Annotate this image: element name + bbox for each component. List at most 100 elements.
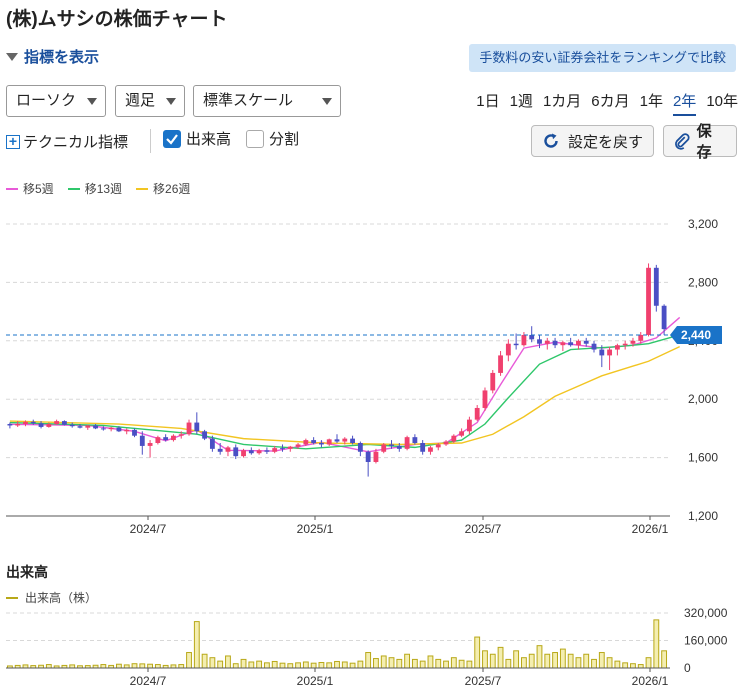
volume-legend: 出来高（株） bbox=[6, 589, 97, 606]
candle bbox=[490, 370, 496, 394]
save-button[interactable]: 保存 bbox=[663, 123, 737, 161]
volume-bar bbox=[139, 663, 146, 669]
indicator-toggle[interactable]: 指標を表示 bbox=[6, 46, 99, 67]
candle-body bbox=[428, 447, 433, 452]
refresh-icon bbox=[544, 133, 558, 148]
candle-body bbox=[303, 440, 309, 445]
volume-bar bbox=[637, 664, 644, 669]
broker-ranking-link[interactable]: 手数料の安い証券会社をランキングで比較 bbox=[469, 44, 736, 72]
candle-body bbox=[85, 425, 91, 428]
volume-bar bbox=[349, 662, 356, 669]
candle-body bbox=[552, 340, 558, 346]
candle bbox=[420, 440, 426, 455]
candle bbox=[466, 416, 472, 435]
candle-body bbox=[474, 407, 480, 420]
candle-body bbox=[459, 431, 465, 436]
volume-bar bbox=[505, 658, 512, 669]
period-tab-active[interactable]: 2年 bbox=[672, 90, 697, 116]
sma-legend: 移5週 移13週 移26週 bbox=[6, 180, 204, 197]
candle bbox=[560, 340, 566, 352]
period-tab[interactable]: 1年 bbox=[639, 93, 663, 110]
split-checkbox[interactable]: 分割 bbox=[246, 128, 299, 149]
sma-line bbox=[9, 346, 680, 446]
y-tick-label: 1,200 bbox=[688, 509, 718, 523]
volume-bar bbox=[661, 650, 668, 669]
candle-body bbox=[466, 419, 472, 432]
volume-bar bbox=[575, 657, 582, 669]
candle-body bbox=[435, 444, 441, 448]
candle-body bbox=[100, 428, 106, 430]
period-tab[interactable]: 1カ月 bbox=[542, 93, 582, 110]
y-tick-label: 1,600 bbox=[688, 451, 718, 465]
candle bbox=[459, 428, 465, 438]
volume-checkbox[interactable]: 出来高 bbox=[163, 128, 231, 149]
candle-body bbox=[614, 345, 620, 350]
candle bbox=[630, 337, 636, 347]
volume-bar bbox=[513, 650, 520, 669]
candle bbox=[357, 441, 363, 457]
candle bbox=[599, 345, 605, 368]
candle bbox=[132, 428, 137, 438]
chart-type-value: ローソク bbox=[16, 92, 77, 109]
candle bbox=[61, 420, 67, 426]
candle bbox=[155, 435, 161, 445]
candle-body bbox=[171, 435, 176, 441]
volume-bar bbox=[653, 619, 660, 669]
volume-bar bbox=[622, 662, 629, 669]
period-tab[interactable]: 1週 bbox=[509, 93, 533, 110]
volume-bar bbox=[388, 657, 395, 669]
candle bbox=[591, 340, 597, 353]
x-tick-label: 2025/1 bbox=[297, 522, 334, 536]
candle-body bbox=[591, 343, 597, 350]
reset-settings-button[interactable]: 設定を戻す bbox=[531, 125, 654, 157]
candle bbox=[513, 333, 519, 350]
candle bbox=[280, 444, 285, 452]
candle-body bbox=[256, 450, 262, 454]
volume-bar bbox=[489, 653, 496, 669]
period-tab[interactable]: 6カ月 bbox=[591, 93, 630, 110]
period-tab[interactable]: 10年 bbox=[706, 93, 738, 110]
candle-body bbox=[61, 421, 67, 425]
candle-body bbox=[443, 441, 449, 445]
volume-bar bbox=[528, 653, 535, 669]
chart-type-select[interactable]: ローソク bbox=[6, 85, 106, 117]
candle-body bbox=[482, 390, 488, 408]
volume-bar bbox=[536, 645, 543, 669]
paperclip-icon bbox=[675, 133, 690, 150]
candle-body bbox=[342, 438, 348, 442]
scale-select[interactable]: 標準スケール bbox=[193, 85, 341, 117]
volume-bar bbox=[232, 663, 239, 669]
y-tick-label: 2,800 bbox=[688, 275, 718, 289]
y-tick-label: 160,000 bbox=[684, 634, 728, 648]
candle-body bbox=[646, 267, 651, 335]
legend-item: 移13週 bbox=[67, 180, 122, 197]
volume-bar bbox=[154, 664, 161, 669]
candle-body bbox=[560, 342, 566, 346]
frequency-select[interactable]: 週足 bbox=[115, 85, 185, 117]
candle bbox=[544, 337, 550, 350]
period-tab[interactable]: 1日 bbox=[476, 93, 500, 110]
candle bbox=[505, 339, 511, 362]
candle bbox=[396, 443, 402, 452]
indicator-toggle-label: 指標を表示 bbox=[24, 49, 100, 66]
legend-label: 移26週 bbox=[153, 182, 191, 196]
divider bbox=[150, 129, 151, 153]
volume-bar bbox=[357, 660, 364, 669]
legend-swatch bbox=[67, 187, 80, 190]
candle bbox=[202, 429, 208, 441]
volume-bar bbox=[606, 657, 613, 669]
technical-indicator-button[interactable]: + テクニカル指標 bbox=[6, 131, 128, 152]
candle-body bbox=[23, 421, 28, 425]
candle-body bbox=[209, 438, 215, 449]
price-x-axis: 2024/7 2025/1 2025/7 2026/1 bbox=[130, 516, 669, 536]
candle-body bbox=[155, 437, 161, 443]
volume-bar bbox=[201, 653, 208, 669]
candle-body bbox=[334, 439, 340, 442]
candle bbox=[7, 422, 13, 429]
volume-bar bbox=[630, 663, 636, 669]
candle bbox=[248, 447, 254, 455]
volume-bar bbox=[583, 653, 590, 669]
candle-body bbox=[396, 445, 402, 449]
page-title: (株)ムサシの株価チャート bbox=[6, 9, 228, 30]
